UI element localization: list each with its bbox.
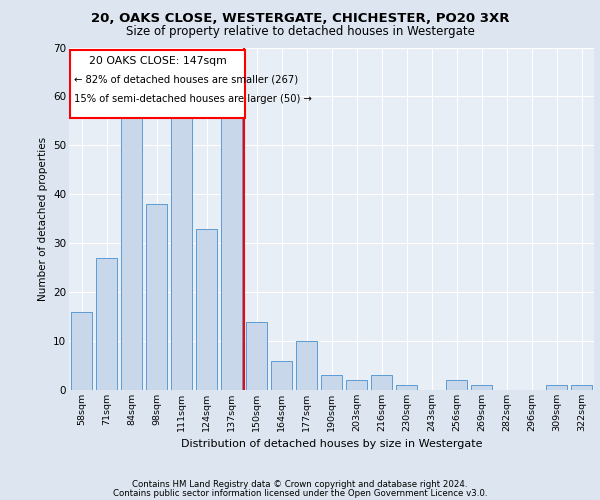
Bar: [96, 258, 117, 390]
Bar: [321, 376, 342, 390]
Bar: [146, 204, 167, 390]
Text: Contains HM Land Registry data © Crown copyright and database right 2024.: Contains HM Land Registry data © Crown c…: [132, 480, 468, 489]
Bar: [371, 376, 392, 390]
Text: 20, OAKS CLOSE, WESTERGATE, CHICHESTER, PO20 3XR: 20, OAKS CLOSE, WESTERGATE, CHICHESTER, …: [91, 12, 509, 26]
Text: 15% of semi-detached houses are larger (50) →: 15% of semi-detached houses are larger (…: [74, 94, 312, 104]
X-axis label: Distribution of detached houses by size in Westergate: Distribution of detached houses by size …: [181, 440, 482, 450]
Text: 20 OAKS CLOSE: 147sqm: 20 OAKS CLOSE: 147sqm: [89, 56, 227, 66]
Text: Contains public sector information licensed under the Open Government Licence v3: Contains public sector information licen…: [113, 488, 487, 498]
Y-axis label: Number of detached properties: Number of detached properties: [38, 136, 47, 301]
Bar: [296, 341, 317, 390]
Bar: [471, 385, 492, 390]
Text: ← 82% of detached houses are smaller (267): ← 82% of detached houses are smaller (26…: [74, 74, 298, 85]
Bar: [246, 322, 267, 390]
Bar: [71, 312, 92, 390]
Bar: [446, 380, 467, 390]
Text: Size of property relative to detached houses in Westergate: Size of property relative to detached ho…: [125, 25, 475, 38]
Bar: [346, 380, 367, 390]
Bar: [396, 385, 417, 390]
Bar: [70, 50, 245, 118]
Bar: [171, 111, 192, 390]
Bar: [196, 228, 217, 390]
Bar: [221, 111, 242, 390]
Bar: [546, 385, 567, 390]
Bar: [121, 111, 142, 390]
Bar: [271, 360, 292, 390]
Bar: [571, 385, 592, 390]
